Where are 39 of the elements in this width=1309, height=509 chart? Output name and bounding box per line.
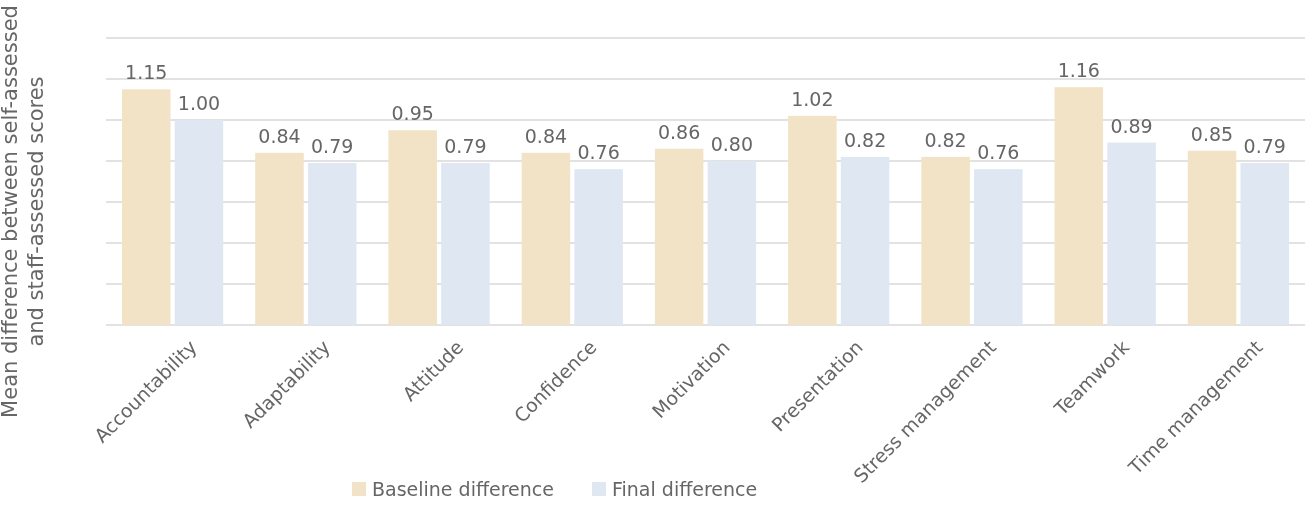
data-label: 0.79 — [444, 135, 487, 158]
data-label: 0.82 — [843, 128, 887, 151]
bar — [840, 156, 890, 325]
bar — [654, 148, 704, 325]
data-label: 0.79 — [311, 135, 354, 158]
legend-label: Baseline difference — [372, 478, 554, 500]
bar — [974, 169, 1023, 325]
data-label: 0.76 — [577, 141, 620, 164]
data-label: 0.95 — [391, 102, 434, 125]
data-label: 0.80 — [710, 133, 754, 155]
bar — [121, 89, 171, 325]
y-axis-title: Mean difference between self-assessed and staff-assessed scores — [0, 5, 48, 418]
data-label: 1.02 — [791, 87, 834, 110]
bar — [307, 163, 357, 325]
data-label: 0.82 — [924, 128, 967, 151]
data-label: 0.76 — [977, 141, 1020, 164]
bar — [574, 169, 623, 325]
data-label: 0.86 — [657, 120, 701, 143]
bar — [1187, 150, 1237, 325]
bar — [1054, 87, 1104, 325]
data-label: 1.00 — [177, 92, 221, 114]
data-label: 0.79 — [1243, 135, 1286, 158]
data-label: 0.84 — [258, 124, 301, 147]
data-label: 1.16 — [1057, 59, 1100, 82]
bar — [255, 152, 304, 325]
data-label: 1.15 — [125, 61, 168, 84]
bar — [388, 130, 437, 325]
data-label: 0.89 — [1110, 114, 1153, 137]
bar — [1240, 163, 1290, 325]
bar — [788, 115, 837, 325]
bar — [921, 156, 970, 325]
bar — [521, 152, 571, 325]
data-label: 0.85 — [1190, 122, 1234, 145]
bar — [174, 120, 224, 325]
bar — [441, 163, 490, 325]
bar — [707, 161, 757, 325]
bar — [1107, 142, 1156, 325]
legend-label: Final difference — [612, 478, 758, 500]
data-label: 0.84 — [524, 124, 568, 147]
